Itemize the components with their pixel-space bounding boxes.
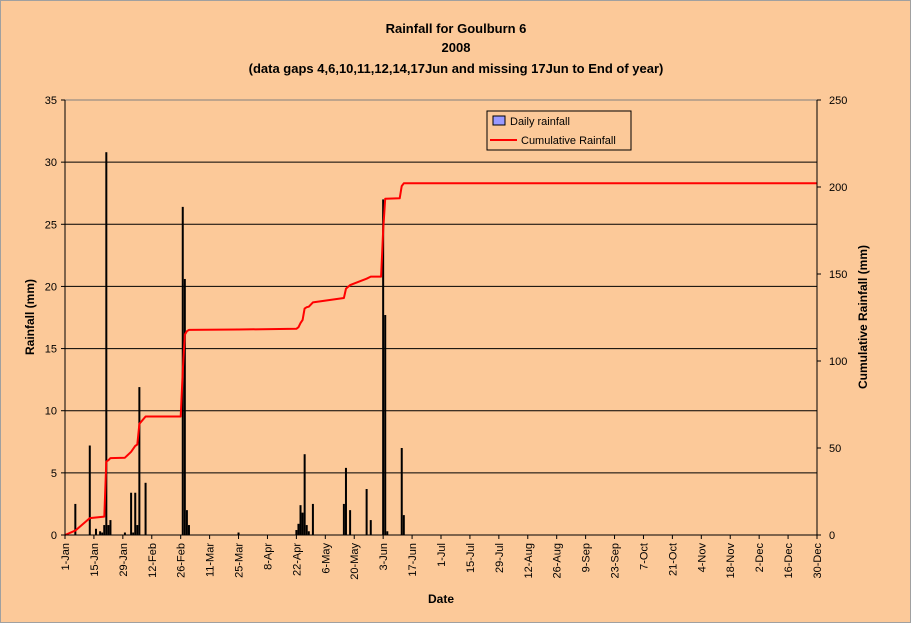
x-tick-label: 26-Feb <box>176 543 188 578</box>
y2-tick-label: 50 <box>829 443 841 455</box>
x-tick-label: 1-Jul <box>436 543 448 567</box>
daily-rainfall-bar <box>400 448 403 535</box>
x-tick-label: 29-Jan <box>118 543 130 577</box>
daily-rainfall-bar <box>136 525 139 535</box>
x-tick-label: 23-Sep <box>610 543 622 578</box>
chart-note: (data gaps 4,6,10,11,12,14,17Jun and mis… <box>249 61 664 76</box>
daily-rainfall-bar <box>384 315 387 535</box>
legend-box <box>486 110 632 151</box>
x-tick-label: 2-Dec <box>754 543 766 573</box>
daily-rainfall-bar <box>402 515 405 535</box>
y2-axis-label: Cumulative Rainfall (mm) <box>856 245 870 389</box>
x-axis-label: Date <box>428 592 454 606</box>
daily-rainfall-bar <box>187 525 190 535</box>
x-tick-label: 15-Jul <box>465 543 477 573</box>
x-tick-label: 17-Jun <box>407 543 419 577</box>
x-tick-label: 15-Jan <box>89 543 101 577</box>
y-tick-label: 5 <box>51 468 57 480</box>
chart-title: Rainfall for Goulburn 6 <box>386 21 527 36</box>
x-tick-label: 30-Dec <box>812 543 824 579</box>
legend-swatch-daily-rainfall <box>492 115 506 126</box>
y-tick-label: 0 <box>51 530 57 542</box>
daily-rainfall-bar <box>185 510 188 535</box>
plot-area <box>64 99 818 536</box>
daily-rainfall-bar <box>369 520 372 535</box>
daily-rainfall-bar <box>295 530 298 535</box>
legend-label-cumulative-rainfall: Cumulative Rainfall <box>521 135 616 147</box>
y-tick-label: 25 <box>45 219 57 231</box>
daily-rainfall-bar <box>109 520 112 535</box>
daily-rainfall-bar <box>342 503 345 535</box>
daily-rainfall-bar <box>349 510 352 535</box>
x-tick-label: 12-Feb <box>147 543 159 578</box>
y-axis-label: Rainfall (mm) <box>23 279 37 355</box>
x-tick-label: 21-Oct <box>667 543 679 576</box>
daily-rainfall-bar <box>237 532 240 535</box>
x-tick-label: 3-Jun <box>378 543 390 571</box>
daily-rainfall-bar <box>344 467 347 535</box>
daily-rainfall-bar <box>297 523 300 535</box>
daily-rainfall-bar <box>303 454 306 535</box>
x-tick-label: 18-Nov <box>725 543 737 579</box>
y2-tick-label: 250 <box>829 95 847 107</box>
x-tick-label: 4-Nov <box>696 543 708 573</box>
x-tick-label: 20-May <box>349 543 361 580</box>
daily-rainfall-bar <box>123 532 126 535</box>
legend-label-daily-rainfall: Daily rainfall <box>510 116 570 128</box>
y2-tick-label: 200 <box>829 182 847 194</box>
daily-rainfall-bar <box>138 387 141 535</box>
axes: 0 5 10 15 20 25 30 35 0 50 100 150 200 250 1-Jan 15-Jan… <box>45 95 848 580</box>
chart-subtitle: 2008 <box>442 40 471 55</box>
daily-rainfall-bar <box>311 503 314 535</box>
cumulative-rainfall-line <box>64 182 817 536</box>
daily-rainfall-bar <box>88 445 91 535</box>
daily-rainfall-bar <box>134 492 137 535</box>
x-tick-label: 12-Aug <box>523 543 535 578</box>
x-tick-label: 11-Mar <box>205 543 217 577</box>
y-tick-label: 35 <box>45 95 57 107</box>
x-tick-label: 22-Apr <box>291 543 303 576</box>
x-tick-label: 6-May <box>320 543 332 574</box>
y-tick-label: 15 <box>45 344 57 356</box>
daily-rainfall-bar <box>307 531 310 535</box>
x-tick-label: 29-Jul <box>494 543 506 573</box>
daily-rainfall-bar <box>183 278 186 535</box>
daily-rainfall-bar <box>365 489 368 535</box>
daily-rainfall-bar <box>299 505 302 535</box>
daily-rainfall-bar <box>144 482 147 535</box>
daily-rainfall-bar <box>105 152 108 535</box>
y-tick-label: 20 <box>45 281 57 293</box>
cumulative-rainfall-polyline <box>64 182 817 536</box>
x-tick-label: 9-Sep <box>581 543 593 572</box>
daily-rainfall-bar <box>107 525 110 535</box>
daily-rainfall-bar <box>305 525 308 535</box>
x-tick-label: 26-Aug <box>552 543 564 578</box>
x-tick-label: 16-Dec <box>783 543 795 579</box>
daily-rainfall-bar <box>386 531 389 535</box>
y2-tick-label: 100 <box>829 356 847 368</box>
daily-rainfall-bar <box>382 199 385 535</box>
x-tick-label: 1-Jan <box>60 543 72 571</box>
y2-tick-label: 0 <box>829 530 835 542</box>
y-tick-label: 10 <box>45 406 57 418</box>
daily-rainfall-bar <box>94 528 97 535</box>
x-tick-label: 25-Mar <box>234 543 246 578</box>
daily-rainfall-bar <box>74 503 77 535</box>
daily-rainfall-bar <box>132 532 135 535</box>
legend: Daily rainfall Cumulative Rainfall <box>486 110 632 151</box>
daily-rainfall-bar <box>301 512 304 535</box>
daily-rainfall-bar <box>101 532 104 535</box>
daily-rainfall-bar <box>103 525 106 535</box>
y2-tick-label: 150 <box>829 269 847 281</box>
x-tick-label: 8-Apr <box>262 543 274 570</box>
daily-rainfall-bar <box>99 531 102 535</box>
y-tick-label: 30 <box>45 157 57 169</box>
grid-lines <box>65 161 817 474</box>
x-tick-label: 7-Oct <box>638 543 650 570</box>
daily-rainfall-bar <box>130 492 133 535</box>
